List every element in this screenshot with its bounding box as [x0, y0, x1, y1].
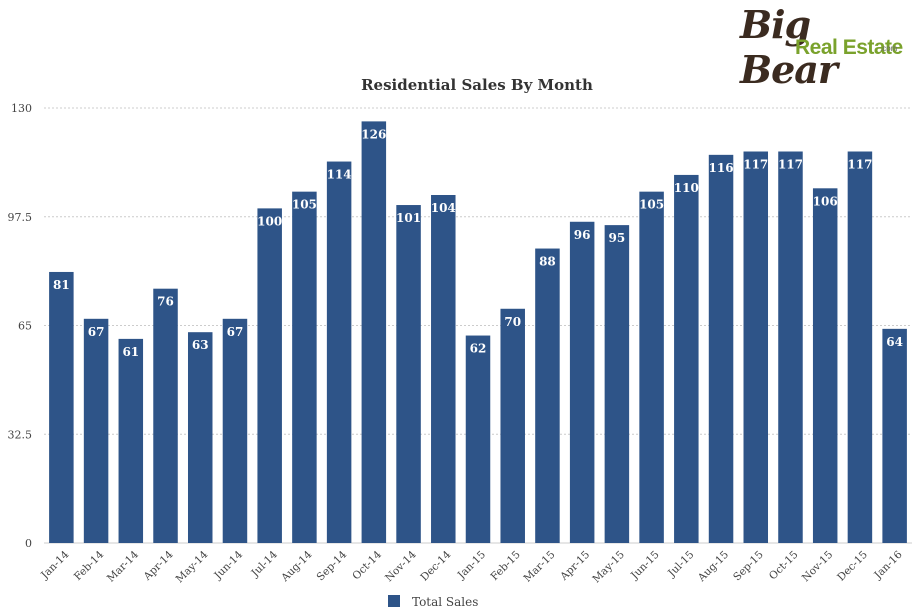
legend-swatch-total-sales: [388, 595, 400, 607]
legend-label-total-sales: Total Sales: [412, 595, 478, 609]
data-label: 76: [157, 295, 174, 309]
bar-oct-15[interactable]: [778, 151, 803, 544]
bar-mar-15[interactable]: [535, 248, 560, 544]
x-tick-label: Jun-15: [628, 549, 662, 583]
y-tick-label: 65: [18, 320, 32, 333]
bars: [49, 121, 907, 544]
bar-apr-15[interactable]: [569, 221, 595, 543]
data-label: 105: [639, 198, 664, 212]
bar-dec-15[interactable]: [847, 151, 873, 544]
data-label: 95: [609, 231, 626, 245]
x-tick-label: Jan-14: [38, 548, 72, 582]
x-tick-label: Oct-14: [350, 548, 384, 582]
bar-jul-14[interactable]: [257, 208, 282, 543]
bar-jan-15[interactable]: [465, 335, 491, 543]
data-label: 104: [431, 201, 456, 215]
x-tick-label: Nov-14: [383, 548, 419, 584]
bar-aug-15[interactable]: [708, 154, 734, 543]
y-tick-label: 0: [25, 537, 32, 550]
y-tick-labels: 0 32.5 65 97.5 130: [8, 102, 33, 550]
x-tick-label: Apr-14: [141, 548, 176, 583]
bar-dec-14[interactable]: [431, 195, 456, 543]
x-tick-label: Feb-15: [489, 549, 523, 583]
bar-jun-15[interactable]: [639, 191, 664, 543]
x-tick-label: Aug-14: [278, 548, 314, 584]
bar-oct-14[interactable]: [361, 121, 387, 543]
data-label: 88: [539, 255, 556, 269]
data-label: 81: [53, 278, 70, 292]
bar-may-15[interactable]: [604, 225, 630, 543]
x-tick-label: May-14: [174, 548, 211, 585]
bar-jun-14[interactable]: [222, 318, 248, 543]
x-tick-label: Nov-15: [800, 549, 836, 585]
bar-apr-14[interactable]: [153, 288, 178, 543]
bar-may-14[interactable]: [187, 332, 213, 543]
bar-jan-16[interactable]: [882, 328, 907, 543]
data-label: 117: [743, 158, 768, 172]
bar-nov-15[interactable]: [812, 188, 838, 544]
bar-mar-14[interactable]: [118, 338, 144, 543]
bar-sep-14[interactable]: [326, 161, 352, 544]
x-tick-label: Jan-15: [455, 549, 488, 582]
legend[interactable]: Total Sales: [388, 595, 478, 609]
data-label: 70: [504, 315, 521, 329]
bar-jul-15[interactable]: [674, 174, 699, 543]
data-label: 114: [327, 168, 352, 182]
y-tick-label: 130: [11, 102, 32, 115]
logo-real-estate: Real Estate: [795, 36, 903, 59]
data-label: 101: [396, 211, 421, 225]
x-tick-label: Jun-14: [211, 548, 245, 582]
x-tick-label: Apr-15: [557, 549, 592, 584]
data-label: 67: [227, 325, 244, 339]
x-tick-label: Feb-14: [72, 548, 107, 583]
data-label: 67: [88, 325, 105, 339]
data-label: 100: [257, 214, 282, 228]
data-labels: 81 67 61 76 63 67 100 105 114 126 101 104 62 70 88 96 95…: [53, 127, 903, 359]
x-tick-label: Sep-15: [731, 549, 766, 584]
x-tick-label: Oct-15: [767, 549, 801, 583]
logo-suffix: .com: [880, 44, 898, 53]
y-tick-label: 97.5: [8, 211, 33, 224]
bar-sep-15[interactable]: [743, 151, 769, 544]
data-label: 105: [292, 198, 317, 212]
data-label: 106: [813, 194, 838, 208]
bar-feb-15[interactable]: [500, 308, 525, 543]
data-label: 110: [674, 181, 699, 195]
bar-aug-14[interactable]: [292, 191, 317, 543]
x-tick-label: Jul-15: [665, 549, 696, 580]
data-label: 126: [361, 127, 386, 141]
x-tick-label: Jul-14: [249, 548, 281, 580]
data-label: 117: [778, 158, 803, 172]
x-tick-label: Dec-14: [418, 548, 453, 583]
bar-nov-14[interactable]: [396, 205, 421, 544]
x-tick-label: Mar-15: [522, 549, 558, 585]
y-tick-label: 32.5: [8, 428, 33, 441]
logo-big-bear: Big Bear: [740, 2, 838, 92]
data-label: 63: [192, 338, 209, 352]
bar-jan-14[interactable]: [49, 271, 74, 543]
data-label: 61: [122, 345, 139, 359]
x-tick-label: Aug-15: [695, 549, 731, 585]
x-tick-label: May-15: [590, 549, 627, 586]
chart-title: Residential Sales By Month: [361, 76, 593, 94]
x-tick-label: Sep-14: [315, 548, 350, 583]
x-tick-label: Dec-15: [835, 549, 870, 584]
x-tick-label: Mar-14: [105, 548, 141, 584]
bar-feb-14[interactable]: [83, 318, 109, 543]
x-tick-label: Jan-16: [871, 548, 905, 582]
data-label: 117: [847, 158, 872, 172]
data-label: 62: [470, 342, 487, 356]
data-label: 116: [709, 161, 734, 175]
data-label: 64: [886, 335, 903, 349]
data-label: 96: [574, 228, 591, 242]
